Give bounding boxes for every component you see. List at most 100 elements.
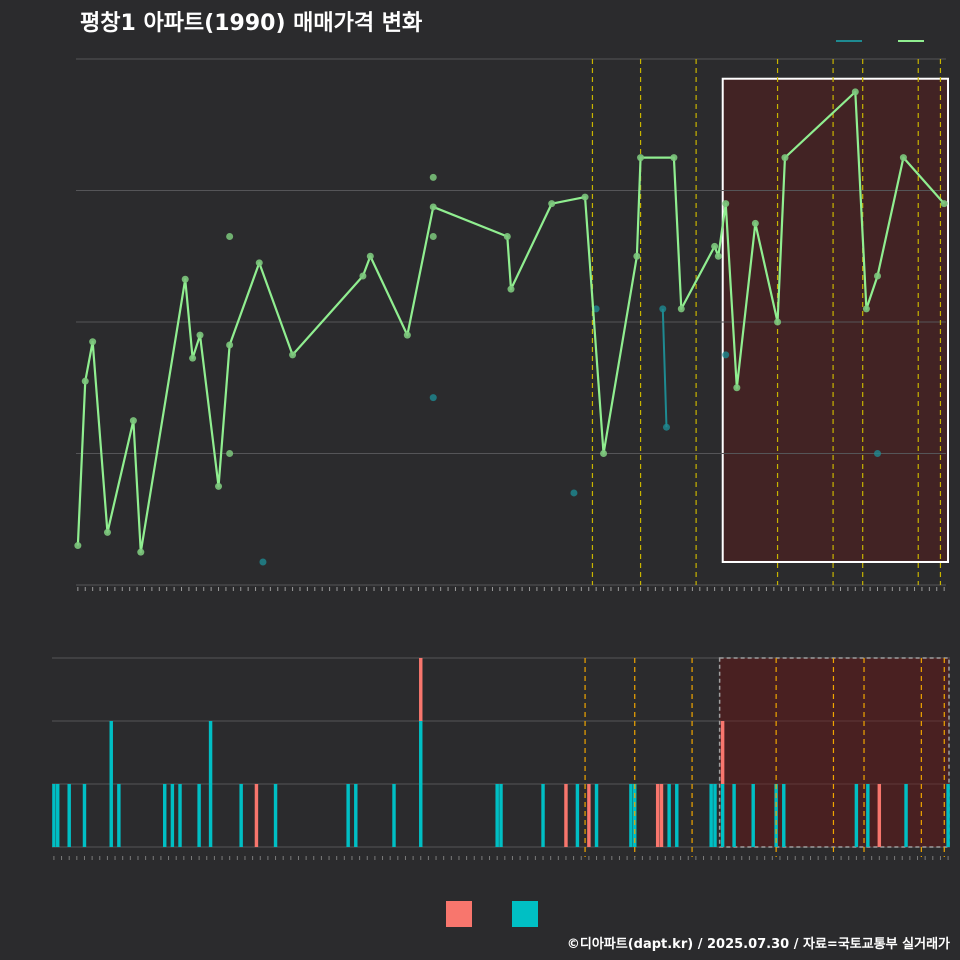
series-75-point (226, 233, 234, 241)
series-75-point (548, 200, 556, 208)
series-75-point (429, 233, 437, 241)
bar-75 (946, 784, 950, 847)
series-75-point (711, 242, 719, 250)
series-60-point (874, 450, 882, 457)
series-60-point (592, 305, 600, 313)
bar-75 (499, 784, 503, 847)
bar-75 (109, 721, 113, 847)
series-60-point (659, 305, 667, 313)
series-75-point (751, 219, 759, 227)
series-75-point (503, 233, 511, 241)
legend-75-swatch (512, 901, 538, 927)
series-75-point (633, 252, 641, 260)
bar-75 (751, 784, 755, 847)
x-minor-ticks (77, 587, 945, 591)
series-75-point (215, 482, 223, 490)
series-75-point (507, 285, 515, 293)
series-75-point (89, 338, 97, 346)
highlight-box (718, 657, 950, 848)
series-75-point (862, 305, 870, 313)
legend-60-swatch (446, 901, 472, 927)
x-minor-ticks (53, 856, 949, 860)
bar-60 (564, 784, 568, 847)
bar-75 (163, 784, 167, 847)
series-75-point (581, 193, 589, 201)
series-75-point (403, 331, 411, 339)
bar-75 (541, 784, 545, 847)
bar-75 (594, 784, 599, 847)
bar-60 (587, 784, 591, 847)
series-75-point (359, 272, 367, 280)
bar-75 (392, 784, 396, 847)
bar-75 (117, 784, 121, 847)
bar-75 (629, 784, 633, 847)
bar-60 (659, 784, 664, 847)
series-75-point (722, 200, 730, 208)
volume-chart (52, 657, 950, 927)
bar-60 (720, 721, 725, 784)
bar-75 (419, 721, 423, 847)
series-75-point (940, 200, 948, 208)
bar-75 (178, 784, 182, 847)
series-75-point (781, 154, 789, 162)
series-75-point (670, 154, 678, 162)
series-75-point (129, 417, 137, 425)
bar-75 (354, 784, 358, 847)
series-75-point (429, 173, 437, 181)
bar-75 (667, 784, 671, 847)
series-75-point (196, 331, 204, 339)
series-75-point (255, 259, 263, 267)
series-75-point (81, 377, 89, 385)
series-75-point (774, 318, 782, 326)
bar-75 (197, 784, 201, 847)
series-75-point (429, 203, 437, 211)
bar-75 (56, 784, 60, 847)
series-75-point (899, 154, 907, 162)
series-75-point (600, 450, 608, 457)
series-75-point (874, 272, 882, 280)
bar-75 (495, 784, 499, 847)
series-75-point (851, 88, 859, 96)
bar-60 (254, 784, 259, 847)
bar-75 (720, 784, 725, 847)
series-75-point (103, 528, 111, 536)
bar-75 (575, 784, 580, 847)
series-60-point (259, 558, 267, 566)
series-60-point (570, 489, 578, 497)
price-chart (74, 40, 949, 591)
bar-75 (239, 784, 243, 847)
bar-75 (208, 721, 213, 847)
series-75-line (76, 90, 945, 554)
bar-75 (732, 784, 736, 847)
series-75-point (637, 154, 645, 162)
highlight-box (721, 77, 949, 563)
series-75-point (137, 548, 145, 556)
series-75-point (189, 354, 197, 362)
bar-75 (346, 784, 350, 847)
bar-75 (709, 784, 713, 847)
chart-title: 평창1 아파트(1990) 매매가격 변화 (80, 11, 422, 36)
bar-75 (52, 784, 56, 847)
source-caption: ©디아파트(dapt.kr) / 2025.07.30 / 자료=국토교통부 실… (567, 936, 950, 952)
series-75-point (226, 450, 234, 457)
series-60-line (661, 308, 668, 428)
series-75-point (677, 305, 685, 313)
bar-60 (419, 658, 423, 721)
bar-75 (67, 784, 71, 847)
series-75-point (366, 252, 374, 260)
bar-75 (854, 784, 859, 847)
series-60-point (722, 351, 730, 359)
series-75-point (289, 351, 297, 359)
bar-75 (866, 784, 870, 847)
series-60-point (662, 423, 670, 431)
bar-60 (877, 784, 882, 847)
series-75-point (226, 341, 234, 349)
bar-75 (713, 784, 717, 847)
series-75-point (74, 542, 82, 550)
bar-60 (655, 784, 660, 847)
series-60-point (429, 394, 437, 402)
bar-75 (904, 784, 908, 847)
bar-75 (782, 784, 786, 847)
bar-75 (675, 784, 679, 847)
series-75-point (733, 384, 741, 392)
